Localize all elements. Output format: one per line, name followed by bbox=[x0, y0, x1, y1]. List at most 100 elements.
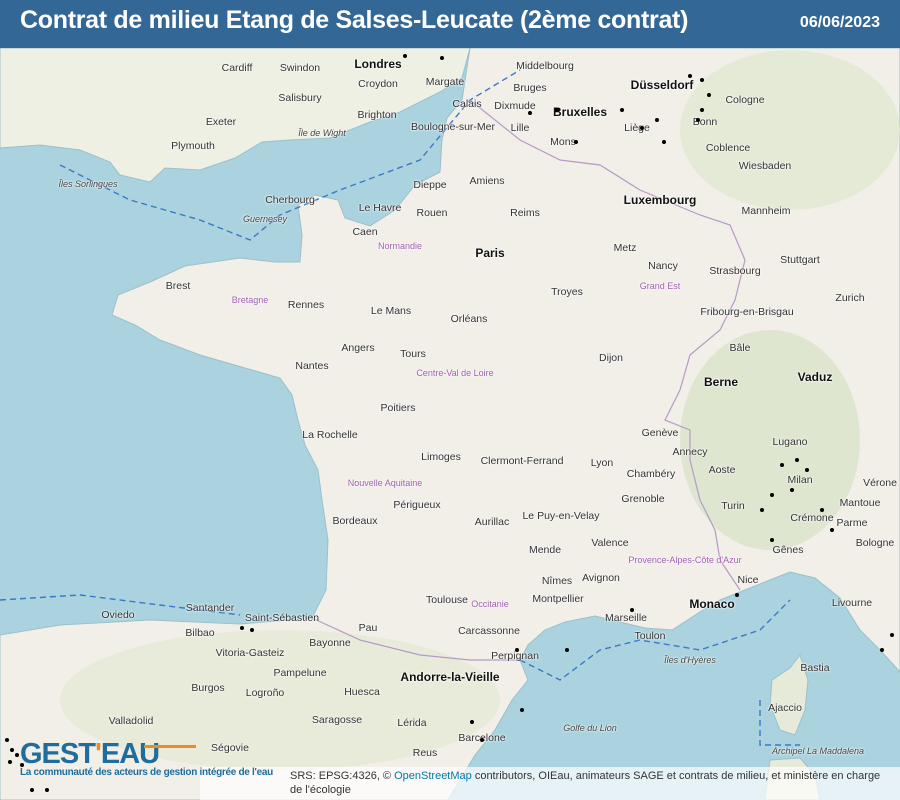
map-label: Aoste bbox=[708, 464, 736, 476]
map-point-marker[interactable] bbox=[820, 508, 824, 512]
map-point-marker[interactable] bbox=[662, 140, 666, 144]
map-point-marker[interactable] bbox=[15, 753, 19, 757]
map-attribution: SRS: EPSG:4326, © OpenStreetMap contribu… bbox=[200, 767, 900, 800]
map-label: Toulouse bbox=[425, 594, 469, 606]
map-label: Golfe du Lion bbox=[563, 723, 617, 733]
map-point-marker[interactable] bbox=[688, 74, 692, 78]
map-label: Ajaccio bbox=[768, 702, 802, 714]
map-point-marker[interactable] bbox=[20, 763, 24, 767]
map-label: Aurillac bbox=[474, 516, 510, 528]
map-label: Vérone bbox=[863, 477, 897, 489]
map-label: Milan bbox=[787, 474, 813, 486]
map-label: Liège bbox=[624, 122, 650, 134]
map-point-marker[interactable] bbox=[520, 708, 524, 712]
border-france bbox=[311, 99, 746, 661]
map-point-marker[interactable] bbox=[250, 628, 254, 632]
map-label: Margate bbox=[425, 76, 465, 88]
map-point-marker[interactable] bbox=[700, 108, 704, 112]
map-label: Valladolid bbox=[108, 715, 154, 727]
map-label: Middelbourg bbox=[516, 60, 574, 72]
map-point-marker[interactable] bbox=[780, 463, 784, 467]
map-label: La Rochelle bbox=[302, 429, 358, 441]
map-label: Burgos bbox=[191, 682, 225, 694]
map-point-marker[interactable] bbox=[830, 528, 834, 532]
map-point-marker[interactable] bbox=[795, 458, 799, 462]
map-point-marker[interactable] bbox=[403, 54, 407, 58]
map-label: Annecy bbox=[672, 446, 708, 458]
map-point-marker[interactable] bbox=[790, 488, 794, 492]
maritime-boundary bbox=[0, 69, 800, 746]
map-label: Limoges bbox=[421, 451, 461, 463]
map-label: Lugano bbox=[772, 436, 808, 448]
map-point-marker[interactable] bbox=[440, 56, 444, 60]
map-label: Marseille bbox=[604, 612, 648, 624]
map-point-marker[interactable] bbox=[10, 748, 14, 752]
map-point-marker[interactable] bbox=[470, 720, 474, 724]
map-label: Le Havre bbox=[358, 202, 402, 214]
map-point-marker[interactable] bbox=[760, 508, 764, 512]
map-label: Dijon bbox=[599, 352, 623, 364]
map-label: Poitiers bbox=[380, 402, 416, 414]
map-label: Fribourg-en-Brisgau bbox=[700, 306, 794, 318]
map-label: Angers bbox=[341, 342, 375, 354]
map-label: Ségovie bbox=[211, 742, 249, 754]
map-point-marker[interactable] bbox=[880, 648, 884, 652]
map-label: Dixmude bbox=[494, 100, 536, 112]
map-label: Valence bbox=[591, 537, 629, 549]
title-bar: Contrat de milieu Etang de Salses-Leucat… bbox=[0, 0, 900, 48]
map-label: Saragosse bbox=[311, 714, 363, 726]
map-label: Mannheim bbox=[741, 205, 791, 217]
map-view[interactable]: Londres Cardiff Swindon Croydon Margate Salis… bbox=[0, 48, 900, 800]
logo-accent-line bbox=[144, 745, 196, 748]
map-point-marker[interactable] bbox=[480, 738, 484, 742]
map-point-marker[interactable] bbox=[30, 788, 34, 792]
map-point-marker[interactable] bbox=[890, 633, 894, 637]
map-label: Luxembourg bbox=[623, 193, 697, 207]
map-label: Zurich bbox=[835, 292, 865, 304]
map-label: Gênes bbox=[772, 544, 804, 556]
map-point-marker[interactable] bbox=[5, 738, 9, 742]
map-label: Strasbourg bbox=[709, 265, 761, 277]
map-label: Archipel La Maddalena bbox=[771, 746, 865, 756]
map-label: Croydon bbox=[358, 78, 398, 90]
map-label: Swindon bbox=[279, 62, 321, 74]
map-label: Lyon bbox=[590, 457, 614, 469]
map-label: Mende bbox=[528, 544, 562, 556]
map-point-marker[interactable] bbox=[574, 140, 578, 144]
logo-text-a: GEST bbox=[20, 738, 96, 770]
map-point-marker[interactable] bbox=[528, 111, 532, 115]
map-point-marker[interactable] bbox=[630, 608, 634, 612]
openstreetmap-link[interactable]: OpenStreetMap bbox=[394, 770, 472, 782]
map-point-marker[interactable] bbox=[707, 93, 711, 97]
map-point-marker[interactable] bbox=[805, 468, 809, 472]
map-label: Bruxelles bbox=[552, 105, 608, 119]
map-point-marker[interactable] bbox=[555, 108, 559, 112]
map-point-marker[interactable] bbox=[770, 493, 774, 497]
map-label: Bastia bbox=[800, 662, 830, 674]
map-label: Vitoria-Gasteiz bbox=[215, 647, 285, 659]
map-point-marker[interactable] bbox=[620, 108, 624, 112]
map-label: Salisbury bbox=[278, 92, 322, 104]
map-point-marker[interactable] bbox=[696, 118, 700, 122]
map-label: Coblence bbox=[705, 142, 751, 154]
map-label: Wiesbaden bbox=[738, 160, 792, 172]
map-point-marker[interactable] bbox=[640, 126, 644, 130]
map-point-marker[interactable] bbox=[655, 118, 659, 122]
map-point-marker[interactable] bbox=[45, 788, 49, 792]
logo-tagline: La communauté des acteurs de gestion int… bbox=[20, 767, 273, 778]
map-point-marker[interactable] bbox=[770, 538, 774, 542]
gesteau-logo[interactable]: GEST'EAU La communauté des acteurs de ge… bbox=[20, 738, 273, 778]
map-label: Île de Wight bbox=[298, 128, 346, 138]
map-label: Normandie bbox=[377, 241, 423, 251]
map-label: Logroño bbox=[245, 687, 285, 699]
map-label: Îles d'Hyères bbox=[664, 655, 716, 665]
map-point-marker[interactable] bbox=[735, 593, 739, 597]
map-point-marker[interactable] bbox=[240, 626, 244, 630]
map-point-marker[interactable] bbox=[565, 648, 569, 652]
map-point-marker[interactable] bbox=[515, 648, 519, 652]
map-point-marker[interactable] bbox=[8, 760, 12, 764]
map-label: Cardiff bbox=[221, 62, 253, 74]
map-label: Amiens bbox=[469, 175, 505, 187]
map-label: Provence-Alpes-Côte d'Azur bbox=[628, 555, 742, 565]
map-point-marker[interactable] bbox=[700, 78, 704, 82]
